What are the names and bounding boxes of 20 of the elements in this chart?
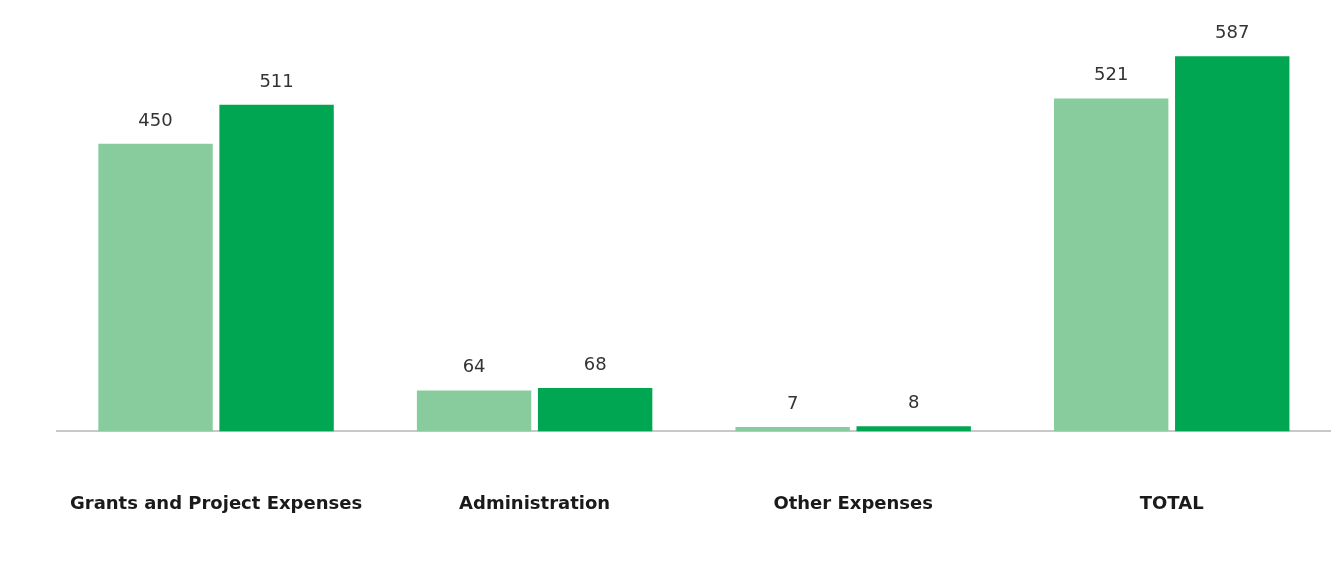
- x-tick-label: Other Expenses: [773, 491, 933, 513]
- bar: [1054, 98, 1169, 432]
- bar: [537, 387, 653, 432]
- bar: [735, 426, 850, 432]
- data-label: 68: [583, 352, 607, 374]
- data-label: 511: [259, 69, 294, 91]
- bar: [416, 390, 532, 432]
- data-label: 64: [462, 355, 486, 377]
- x-tick-label: Administration: [459, 491, 611, 513]
- data-label: 450: [138, 108, 173, 130]
- bar: [1175, 56, 1290, 432]
- bar: [98, 143, 213, 432]
- x-tick-label: TOTAL: [1139, 491, 1204, 513]
- bar: [856, 426, 971, 432]
- data-label: 521: [1094, 63, 1129, 85]
- data-label: 587: [1215, 20, 1250, 42]
- bar: [219, 104, 334, 432]
- x-tick-label: Grants and Project Expenses: [69, 491, 363, 513]
- data-label: 8: [907, 390, 920, 412]
- data-label: 7: [786, 391, 799, 413]
